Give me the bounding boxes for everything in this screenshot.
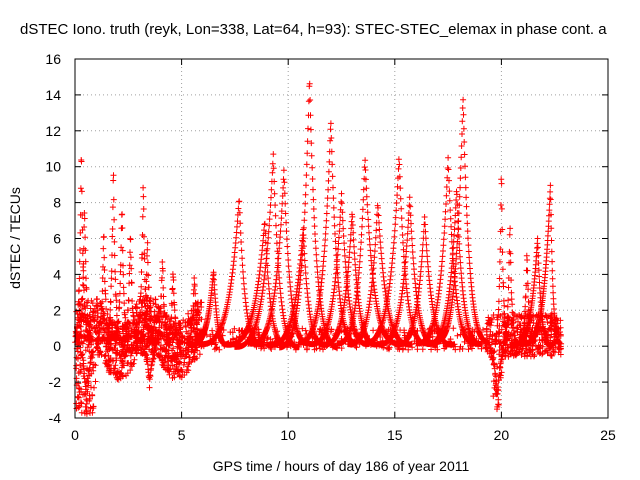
- y-tick-label: 4: [53, 266, 61, 282]
- x-tick-label: 20: [494, 427, 510, 443]
- y-tick-label: -2: [49, 374, 62, 390]
- x-axis-label: GPS time / hours of day 186 of year 2011: [213, 458, 470, 474]
- chart-title: dSTEC Iono. truth (reyk, Lon=338, Lat=64…: [20, 21, 607, 38]
- y-tick-label: 10: [45, 159, 61, 175]
- x-axis-ticks: 0 5 10 15 20 25: [71, 59, 616, 443]
- y-tick-label: 12: [45, 123, 61, 139]
- y-tick-label: 8: [53, 195, 61, 211]
- data-point-markers: [72, 80, 565, 417]
- y-tick-label: 16: [45, 51, 61, 67]
- x-tick-label: 25: [600, 427, 616, 443]
- y-tick-label: 14: [45, 87, 61, 103]
- y-tick-label: 2: [53, 302, 61, 318]
- x-tick-label: 5: [178, 427, 186, 443]
- y-axis-ticks: -4 -2 0 2 4 6 8 10 12 14 16: [45, 51, 608, 426]
- y-tick-label: -4: [49, 410, 62, 426]
- x-tick-label: 0: [71, 427, 79, 443]
- y-tick-label: 0: [53, 338, 61, 354]
- y-tick-label: 6: [53, 231, 61, 247]
- grid-lines: [75, 59, 608, 418]
- data-points: [72, 80, 565, 417]
- x-tick-label: 10: [280, 427, 296, 443]
- y-axis-label: dSTEC / TECUs: [7, 187, 23, 289]
- x-tick-label: 15: [387, 427, 403, 443]
- plot-frame: [74, 58, 609, 419]
